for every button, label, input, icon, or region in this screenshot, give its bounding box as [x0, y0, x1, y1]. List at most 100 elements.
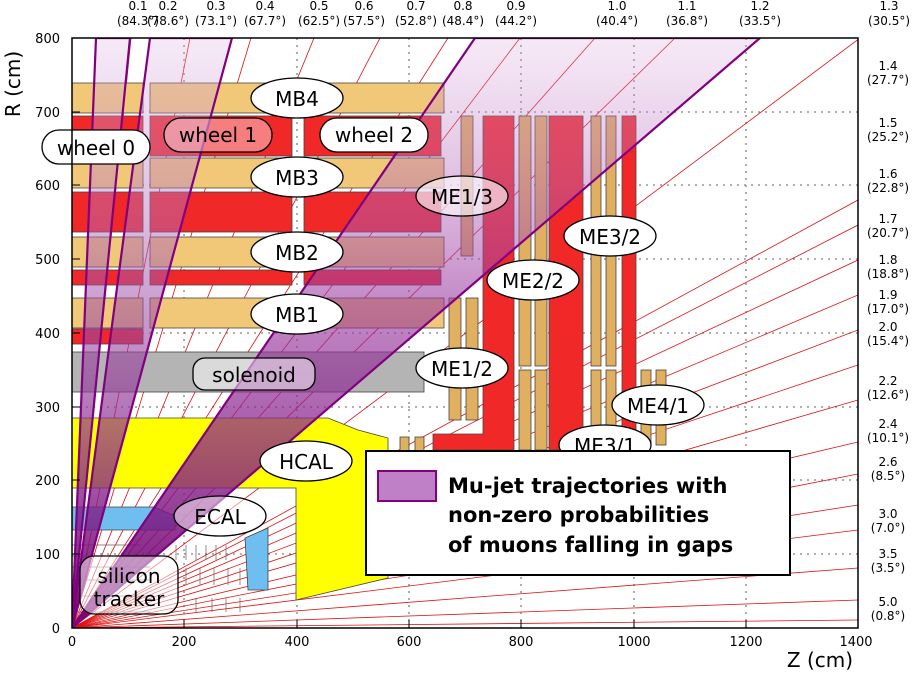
label-me22: ME2/2 — [502, 269, 564, 293]
eta-top-angle: (57.5°) — [343, 14, 385, 28]
eta-right-angle: (3.5°) — [871, 561, 905, 575]
eta-top-angle: (30.5°) — [868, 14, 910, 28]
x-tick-label: 400 — [285, 635, 310, 650]
label-bubble — [41, 129, 151, 165]
eta-top-angle: (67.7°) — [244, 14, 286, 28]
eta-right-angle: (20.7°) — [867, 226, 909, 240]
me21-chamber — [518, 297, 532, 367]
eta-right-angle: (15.4°) — [867, 334, 909, 348]
eta-right-value: 2.4 — [878, 417, 897, 431]
eta-right-angle: (17.0°) — [867, 302, 909, 316]
x-tick-label: 800 — [509, 635, 534, 650]
eta-top-value: 0.9 — [506, 0, 525, 13]
eta-right-labels: 1.4(27.7°) 1.5(25.2°) 1.6(22.8°) 1.7(20.7°)… — [867, 59, 909, 623]
eta-top-angle: (33.5°) — [739, 14, 781, 28]
label-me32: ME3/2 — [579, 225, 641, 249]
y-tick-label: 100 — [35, 548, 60, 563]
eta-right-value: 1.6 — [878, 167, 897, 181]
label-bubble — [250, 156, 344, 198]
eta-right-angle: (22.8°) — [867, 181, 909, 195]
y-tick-label: 500 — [35, 253, 60, 268]
eta-right-angle: (8.5°) — [871, 469, 905, 483]
label-bubble — [563, 215, 657, 257]
eta-top-angle: (62.5°) — [298, 14, 340, 28]
eta-top-angle: (36.8°) — [666, 14, 708, 28]
eta-right-value: 1.7 — [878, 212, 897, 226]
eta-top-angle: (73.1°) — [195, 14, 237, 28]
label-mb2: MB2 — [275, 241, 319, 265]
eta-top-value: 1.3 — [879, 0, 898, 13]
trajectory-band-1 — [72, 38, 234, 628]
label-bubble — [415, 175, 509, 217]
label-bubble — [250, 77, 344, 119]
label-me13: ME1/3 — [431, 185, 493, 209]
eta-right-angle: (27.7°) — [867, 73, 909, 87]
eta-top-value: 0.4 — [255, 0, 274, 13]
label-bubble — [415, 347, 509, 389]
label-bubble — [611, 384, 705, 426]
eta-right-value: 1.4 — [878, 59, 897, 73]
eta-right-angle: (0.8°) — [871, 609, 905, 623]
eta-top-value: 0.2 — [158, 0, 177, 13]
eta-top-angle: (52.8°) — [395, 14, 437, 28]
label-me41: ME4/1 — [627, 394, 689, 418]
me21-chamber — [534, 297, 548, 367]
label-me12: ME1/2 — [431, 357, 493, 381]
yoke-layer-3 — [149, 269, 293, 286]
eta-right-value: 1.9 — [878, 288, 897, 302]
label-mb3: MB3 — [275, 166, 319, 190]
label-bubble — [486, 259, 580, 301]
trajectory-band-3 — [72, 38, 132, 628]
eta-top-angle: (84.3°) — [117, 14, 159, 28]
x-tick-label: 1400 — [839, 635, 872, 650]
eta-right-value: 2.2 — [878, 374, 897, 388]
y-tick-label: 0 — [52, 622, 60, 637]
y-tick-labels: 0 100 200 300 400 500 600 700 800 — [35, 32, 60, 637]
eta-top-value: 0.7 — [406, 0, 425, 13]
label-mb1: MB1 — [275, 303, 319, 327]
eta-right-angle: (7.0°) — [871, 521, 905, 535]
eta-right-value: 1.5 — [878, 116, 897, 130]
eta-right-value: 2.6 — [878, 455, 897, 469]
eta-right-value: 2.0 — [878, 320, 897, 334]
label-tracker: tracker — [94, 587, 165, 611]
eta-right-value: 3.5 — [878, 547, 897, 561]
label-ecal: ECAL — [194, 505, 246, 529]
label-silicon: silicon — [98, 564, 161, 588]
x-tick-label: 1000 — [617, 635, 650, 650]
eta-top-value: 0.6 — [354, 0, 373, 13]
eta-right-value: 5.0 — [878, 595, 897, 609]
x-tick-label: 600 — [397, 635, 422, 650]
me21-chamber — [518, 369, 532, 451]
label-bubble — [173, 495, 267, 537]
label-wheel0: wheel 0 — [57, 136, 135, 160]
me21-chamber — [534, 369, 548, 451]
eta-top-angle: (78.6°) — [147, 14, 189, 28]
legend: Mu-jet trajectories with non-zero probab… — [365, 450, 791, 576]
label-bubble — [250, 231, 344, 273]
y-tick-label: 300 — [35, 401, 60, 416]
eta-top-value: 1.0 — [607, 0, 626, 13]
y-tick-label: 700 — [35, 106, 60, 121]
x-tick-labels: 0 200 400 600 800 1000 1200 1400 — [68, 635, 873, 650]
label-bubble — [192, 357, 316, 391]
trajectory-band-2 — [72, 38, 762, 628]
eta-top-value: 0.5 — [309, 0, 328, 13]
x-tick-label: 200 — [172, 635, 197, 650]
eta-top-angle: (44.2°) — [495, 14, 537, 28]
y-tick-label: 800 — [35, 32, 60, 47]
eta-top-angle: (48.4°) — [442, 14, 484, 28]
label-solenoid: solenoid — [212, 363, 296, 387]
label-bubble — [163, 117, 273, 153]
label-wheel2: wheel 2 — [335, 123, 413, 147]
eta-top-angle: (40.4°) — [596, 14, 638, 28]
eta-right-value: 3.0 — [878, 507, 897, 521]
axis-ticks — [72, 111, 747, 628]
label-wheel1: wheel 1 — [179, 123, 257, 147]
legend-line-2: non-zero probabilities — [448, 503, 709, 527]
label-bubble — [259, 440, 353, 482]
eta-top-value: 0.3 — [206, 0, 225, 13]
eta-right-angle: (18.8°) — [867, 267, 909, 281]
label-mb4: MB4 — [275, 87, 319, 111]
